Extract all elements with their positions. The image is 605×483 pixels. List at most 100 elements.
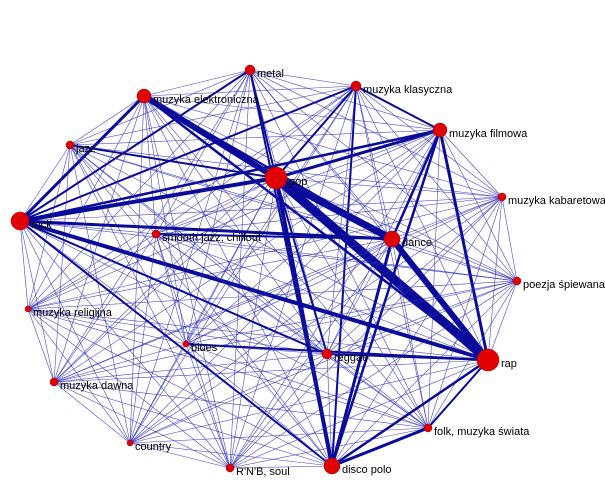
edge <box>355 85 518 282</box>
edge <box>143 95 157 235</box>
nodes: metal muzyka klasyczna muzyka elektroniczn… <box>10 64 605 478</box>
edge <box>326 196 503 355</box>
edge <box>326 353 429 429</box>
node <box>225 463 235 473</box>
edge <box>330 129 442 467</box>
node-label: dance <box>402 237 432 249</box>
node-label: rock <box>31 219 52 231</box>
edge <box>143 85 357 97</box>
node-label: jazz <box>75 143 96 155</box>
edge <box>155 233 393 240</box>
node <box>423 423 433 433</box>
edge <box>19 220 131 444</box>
edge <box>249 69 357 87</box>
edge <box>331 280 518 467</box>
edge <box>27 144 71 310</box>
edge <box>19 220 29 310</box>
node-label: muzyka dawna <box>60 380 134 392</box>
node <box>350 80 362 92</box>
edge <box>129 442 333 467</box>
node <box>151 229 161 239</box>
edge <box>69 144 429 429</box>
edge <box>27 85 357 310</box>
edge <box>27 95 145 310</box>
edge <box>69 144 277 179</box>
edge <box>27 280 518 310</box>
edge <box>427 129 441 429</box>
edge <box>143 95 518 282</box>
edge <box>501 196 518 282</box>
edge <box>27 308 429 429</box>
node <box>432 122 448 138</box>
edge <box>129 353 328 444</box>
edge <box>69 144 131 444</box>
edge <box>229 238 393 469</box>
edge <box>129 280 518 444</box>
edge <box>27 308 489 361</box>
edge <box>155 233 429 429</box>
edge <box>185 85 357 345</box>
edge <box>326 280 518 355</box>
edge <box>69 144 187 345</box>
edge <box>53 129 441 383</box>
edge <box>185 343 333 467</box>
node <box>24 305 32 313</box>
node <box>126 439 134 447</box>
edge <box>331 426 429 468</box>
edge <box>53 233 157 383</box>
node-label: country <box>135 441 172 453</box>
edge <box>19 219 489 362</box>
node <box>264 166 288 190</box>
node <box>321 348 333 360</box>
node <box>383 230 401 248</box>
edge <box>27 238 393 310</box>
node <box>65 140 75 150</box>
edge <box>19 220 231 469</box>
edge <box>129 233 157 444</box>
edge <box>53 343 187 383</box>
edge <box>129 343 187 444</box>
node <box>244 64 256 76</box>
edge <box>155 69 251 235</box>
edge <box>27 308 131 444</box>
edge <box>185 238 393 345</box>
edge <box>229 280 518 469</box>
edge <box>69 144 393 240</box>
edge <box>273 174 491 364</box>
edge <box>19 144 71 222</box>
node <box>182 340 190 348</box>
node-label: poezja śpiewana <box>523 279 605 291</box>
edge <box>155 177 277 235</box>
edge <box>438 129 490 361</box>
edge <box>275 177 503 198</box>
edge <box>185 280 518 345</box>
edge <box>19 220 328 355</box>
edge <box>69 144 231 469</box>
edge <box>53 353 328 383</box>
edge <box>249 69 393 240</box>
edge <box>129 196 503 444</box>
edge <box>143 95 429 429</box>
edge <box>185 343 429 429</box>
edge <box>19 220 55 383</box>
edge <box>53 238 393 383</box>
edge <box>326 353 489 361</box>
edge <box>27 129 441 310</box>
edge <box>27 177 277 310</box>
edge <box>155 233 518 282</box>
edge <box>27 308 328 355</box>
node-label: blues <box>191 342 218 354</box>
edge <box>155 196 503 235</box>
edge <box>69 144 333 467</box>
edge <box>331 358 489 468</box>
edge <box>275 177 518 282</box>
edge <box>53 144 71 383</box>
edge <box>129 359 489 444</box>
edge <box>355 85 441 131</box>
edge <box>155 233 333 467</box>
node-label: muzyka klasyczna <box>363 84 453 96</box>
edge <box>27 308 231 469</box>
node-label: folk, muzyka świata <box>434 426 530 438</box>
edge <box>53 280 518 383</box>
